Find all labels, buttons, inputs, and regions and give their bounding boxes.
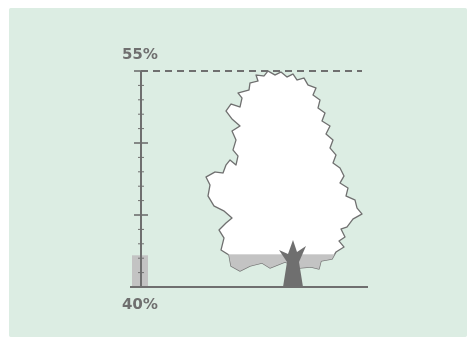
bottom-scale-label: 40% (122, 295, 158, 313)
tree-silhouette (205, 70, 363, 272)
tree-trunk (279, 240, 306, 287)
top-scale-label: 55% (122, 45, 158, 63)
tree-fill-level (206, 254, 362, 271)
